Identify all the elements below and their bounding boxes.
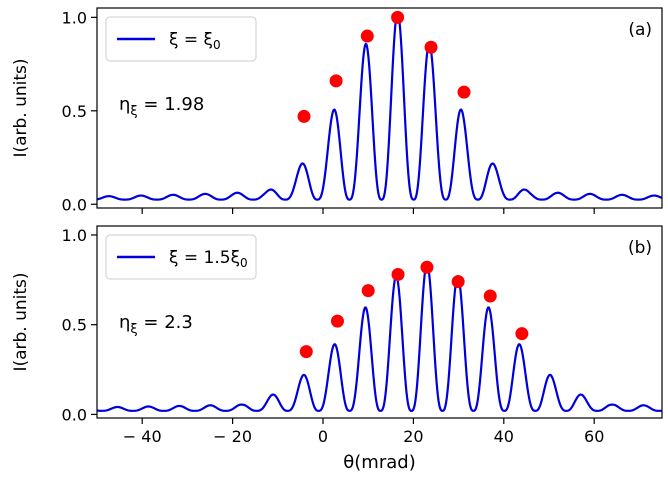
y-tick-label: 0.5 <box>62 102 87 121</box>
series-line <box>96 262 663 412</box>
marker-point <box>391 10 405 24</box>
marker-point <box>483 289 497 303</box>
legend-label: ξ = ξ0 <box>169 30 221 52</box>
x-tick-label: − 20 <box>213 427 252 446</box>
marker-point <box>330 314 344 328</box>
marker-point <box>361 284 375 298</box>
eta-subscript: ξ <box>130 322 137 337</box>
legend-label: ξ = 1.5ξ0 <box>169 248 248 270</box>
eta-value: = 2.3 <box>138 312 193 333</box>
y-axis-label: I(arb. units) <box>11 58 31 157</box>
y-tick-label: 0.0 <box>62 195 87 214</box>
marker-point <box>360 29 374 43</box>
x-tick-label: 60 <box>584 427 604 446</box>
marker-point <box>457 85 471 99</box>
legend-box <box>105 16 257 62</box>
marker-point <box>424 40 438 54</box>
y-tick-label: 0.5 <box>62 316 87 335</box>
legend: ξ = 1.5ξ0 <box>105 234 257 280</box>
legend: ξ = ξ0 <box>105 16 257 62</box>
y-tick-label: 1.0 <box>62 8 87 27</box>
panel-label: (a) <box>628 20 652 40</box>
eta-subscript: ξ <box>130 104 137 119</box>
axes-frame <box>96 7 663 209</box>
eta-annotation: ηξ = 2.3 <box>119 312 193 337</box>
x-tick-label: 0 <box>318 427 328 446</box>
marker-point <box>515 327 529 341</box>
x-tick-label: 40 <box>494 427 514 446</box>
marker-point <box>329 74 343 88</box>
marker-point <box>299 345 313 359</box>
panel-b: 0.0 0.5 1.0 − 40 − 20 0 20 40 60 I(arb. units) θ(m… <box>11 225 663 473</box>
y-axis-label: I(arb. units) <box>11 272 31 371</box>
panel-a: 0.0 0.5 1.0 I(arb. units) (a) ξ = ξ0 ηξ = 1.98 <box>11 7 663 214</box>
eta-value: = 1.98 <box>138 94 205 115</box>
y-tick-label: 1.0 <box>62 226 87 245</box>
marker-point <box>451 275 465 289</box>
x-tick-label: − 40 <box>123 427 162 446</box>
marker-point <box>297 109 311 123</box>
axes-frame <box>96 225 663 419</box>
panel-label: (b) <box>628 238 652 258</box>
x-tick-label: 20 <box>403 427 423 446</box>
series-line <box>96 10 663 201</box>
legend-box <box>105 234 257 280</box>
y-tick-label: 0.0 <box>62 405 87 424</box>
marker-point <box>391 267 405 281</box>
legend-label-subscript: 0 <box>240 256 248 270</box>
eta-annotation: ηξ = 1.98 <box>119 94 204 119</box>
legend-label-subscript: 0 <box>213 38 221 52</box>
x-axis-label: θ(mrad) <box>343 452 415 473</box>
marker-point <box>420 260 434 274</box>
